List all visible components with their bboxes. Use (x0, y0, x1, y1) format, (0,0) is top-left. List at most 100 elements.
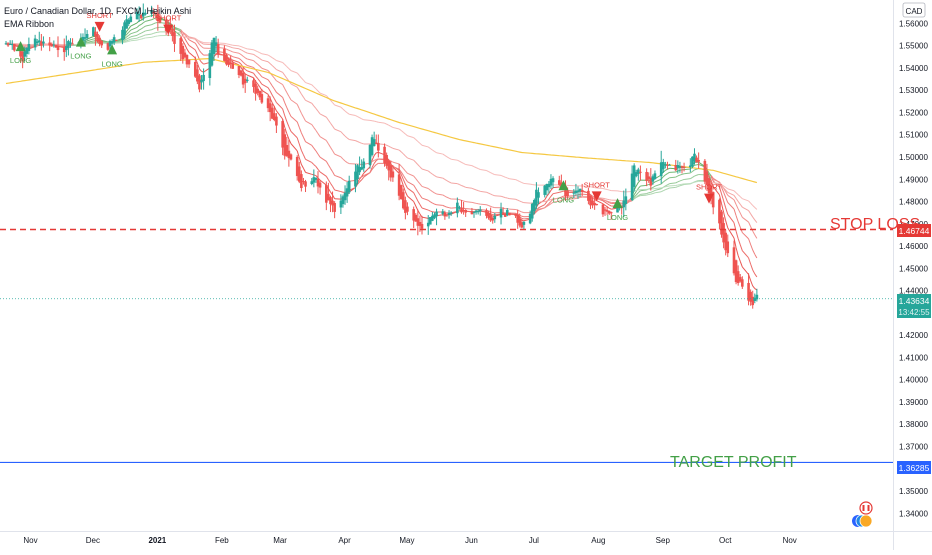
price-tick-label: 1.56000 (899, 19, 928, 28)
price-tick-label: 1.39000 (899, 398, 928, 407)
price-tick-label: 1.48000 (899, 198, 928, 207)
time-tick-label: Aug (591, 536, 605, 545)
ema-ribbon-segment (341, 192, 343, 193)
ema-ribbon-segment (603, 200, 605, 201)
ema-ribbon-segment (434, 204, 436, 205)
ema-ribbon-segment (505, 177, 507, 178)
ema-ribbon-segment (154, 33, 156, 34)
short-signal-label: SHORT (584, 180, 611, 189)
price-tick-label: 1.54000 (899, 64, 928, 73)
candle-body (581, 190, 584, 192)
ema-ribbon-segment (131, 40, 137, 41)
candle-body (86, 34, 89, 38)
ema-ribbon-segment (522, 212, 524, 213)
long-signal-label: LONG (607, 213, 628, 222)
ema-ribbon-segment (145, 37, 151, 38)
ema-ribbon-segment (231, 45, 233, 46)
ema-ribbon-segment (503, 197, 505, 198)
ema-ribbon-segment (655, 188, 661, 189)
ema-ribbon-segment (553, 187, 559, 188)
candle-body (130, 17, 133, 22)
candle-body (217, 44, 220, 53)
ema-ribbon-segment (430, 211, 432, 212)
ema-ribbon-segment (181, 36, 183, 37)
candle-body (71, 44, 74, 45)
candle-body (435, 212, 438, 217)
candle-body (275, 117, 278, 126)
time-tick-label: Nov (783, 536, 797, 545)
ema-ribbon-segment (522, 216, 524, 217)
ema-ribbon-segment (680, 174, 682, 175)
ema-ribbon-segment (670, 187, 676, 188)
ema-ribbon-segment (376, 122, 378, 123)
ema-ribbon-segment (694, 169, 696, 170)
ema-ribbon-segment (524, 183, 530, 184)
events-icon[interactable] (852, 515, 872, 527)
currency-label: CAD (906, 7, 923, 16)
candle-body (319, 183, 322, 188)
ema-ribbon-segment (545, 201, 547, 202)
ema-ribbon-segment (486, 205, 488, 206)
ema-ribbon-segment (663, 187, 665, 188)
ema-ribbon-segment (451, 183, 457, 184)
ema-ribbon-segment (651, 194, 653, 195)
ema-ribbon-segment (143, 38, 145, 39)
ema-ribbon-segment (653, 193, 655, 194)
price-tick-label: 1.42000 (899, 331, 928, 340)
ema-ribbon-segment (680, 185, 682, 186)
time-tick-label: Nov (23, 536, 37, 545)
candle-body (188, 60, 191, 65)
ema-ribbon-segment (480, 204, 486, 205)
price-tick-label: 1.46000 (899, 242, 928, 251)
candle-body (202, 75, 205, 81)
price-tick-label: 1.34000 (899, 509, 928, 518)
ema-ribbon-segment (447, 207, 449, 208)
candle-body (100, 41, 103, 46)
candle-body (595, 204, 598, 205)
ema-ribbon-segment (682, 179, 684, 180)
ema-ribbon-segment (692, 182, 694, 183)
time-tick-label: 2021 (148, 536, 166, 545)
candle-body (726, 241, 729, 253)
candle-body (477, 211, 480, 212)
candle-body (28, 44, 31, 51)
ema-ribbon-segment (152, 33, 154, 34)
candle-body (460, 208, 463, 213)
candle-body (654, 173, 657, 179)
time-tick-label: Jun (465, 536, 478, 545)
ema-ribbon-segment (376, 159, 378, 160)
ema-ribbon-segment (678, 186, 680, 187)
price-tick-label: 1.49000 (899, 175, 928, 184)
candle-body (668, 165, 671, 166)
candle-body (697, 160, 700, 162)
candle-body (508, 213, 511, 216)
time-tick-label: Mar (273, 536, 287, 545)
price-tick-label: 1.52000 (899, 108, 928, 117)
candle-body (231, 63, 234, 69)
candle-body (741, 279, 744, 286)
ema-ribbon-segment (129, 41, 131, 42)
candle-body (362, 162, 365, 169)
ema-ribbon-segment (464, 201, 466, 202)
ema-ribbon-segment (609, 190, 611, 191)
ema-ribbon-segment (661, 187, 663, 188)
ema-ribbon-segment (245, 48, 247, 49)
candle-body (42, 42, 45, 44)
price-tick-label: 1.51000 (899, 131, 928, 140)
candle-body (290, 154, 293, 159)
target-badge-value: 1.36285 (899, 463, 930, 473)
ema-ribbon-segment (607, 190, 609, 191)
candle-body (392, 171, 395, 177)
ema-ribbon-segment (690, 183, 692, 184)
canada-flag-icon[interactable] (860, 502, 872, 514)
ema-ribbon-segment (684, 169, 690, 170)
price-tick-label: 1.37000 (899, 443, 928, 452)
ema-ribbon-segment (239, 46, 241, 47)
candle-body (683, 167, 686, 168)
ema-ribbon-segment (141, 39, 143, 40)
long-signal-label: LONG (10, 56, 31, 65)
ema-ribbon-segment (154, 36, 156, 37)
ema-ribbon-segment (472, 202, 474, 203)
